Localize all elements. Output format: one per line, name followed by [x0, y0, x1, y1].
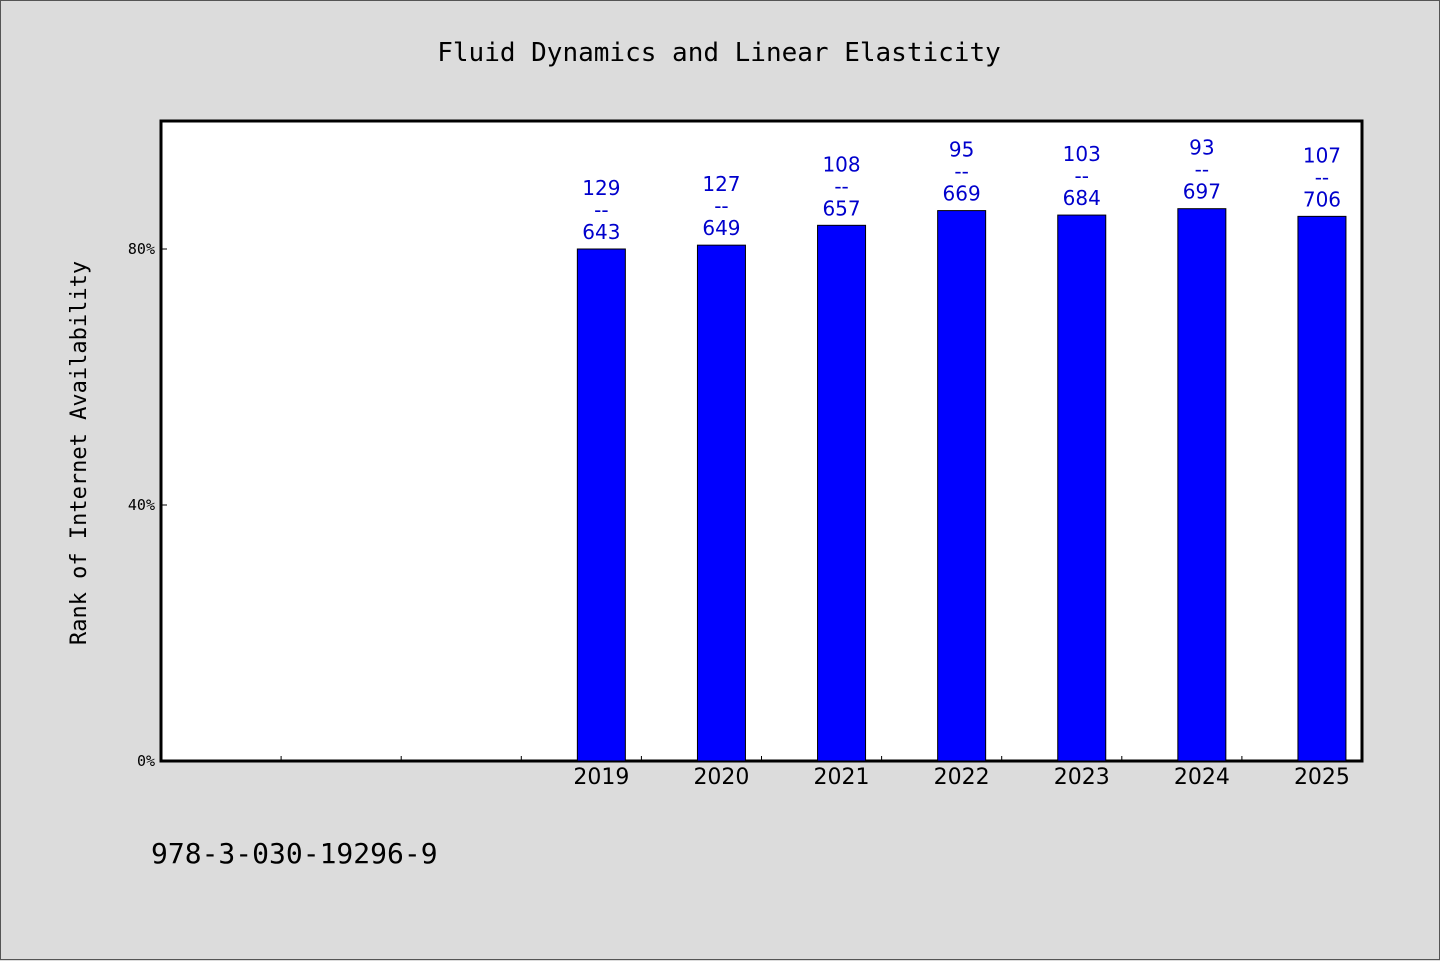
bar-data-label: 706	[1303, 187, 1341, 211]
bar-data-label: 127	[702, 172, 740, 196]
x-tick-label: 2020	[693, 765, 749, 790]
bar-data-label: --	[594, 198, 608, 222]
bar-data-label: 697	[1183, 180, 1221, 204]
footer-isbn: 978-3-030-19296-9	[151, 837, 438, 870]
x-tick-label: 2022	[934, 765, 990, 790]
bar-data-label: --	[714, 194, 728, 218]
bar-data-label: 103	[1063, 142, 1101, 166]
bar-data-label: --	[1195, 158, 1209, 182]
bar-data-label: 657	[822, 196, 860, 220]
bar-data-label: 108	[822, 152, 860, 176]
x-tick-labels: 2019 2020 2021 2022 2023 2024 2025	[573, 765, 1350, 790]
bar-data-label: --	[1075, 164, 1089, 188]
bar	[696, 244, 746, 762]
bar-data-label: 95	[949, 138, 974, 162]
y-tick-label: 80%	[128, 240, 155, 258]
bar-data-label: 107	[1303, 143, 1341, 167]
plot-area	[159, 119, 1364, 763]
y-axis-label: Rank of Internet Availability	[67, 261, 92, 645]
x-tick-label: 2025	[1294, 765, 1350, 790]
bar	[576, 248, 626, 762]
bar	[937, 210, 987, 762]
bars	[576, 208, 1347, 762]
bar-data-label: 129	[582, 176, 620, 200]
bar-data-label: 669	[943, 182, 981, 206]
bar	[1057, 214, 1107, 762]
y-tick-label: 0%	[137, 752, 155, 770]
bar-data-label: 649	[702, 216, 740, 240]
chart-title: Fluid Dynamics and Linear Elasticity	[437, 38, 1001, 68]
bar-data-label: --	[954, 160, 968, 184]
bar-data-label: --	[1315, 165, 1329, 189]
bar-labels: 129--643127--649108--65795--669103--6849…	[582, 136, 1341, 244]
y-tick-labels: 0% 40% 80%	[128, 240, 155, 770]
x-tick-label: 2019	[573, 765, 629, 790]
x-tick-label: 2023	[1054, 765, 1110, 790]
x-tick-label: 2024	[1174, 765, 1230, 790]
axis-ticks	[161, 248, 1243, 762]
bar-data-label: 643	[582, 220, 620, 244]
x-tick-label: 2021	[814, 765, 870, 790]
bar-data-label: 93	[1189, 136, 1214, 160]
bar	[817, 224, 867, 762]
bar-data-label: 684	[1063, 186, 1101, 210]
bar	[1177, 208, 1227, 762]
bar-data-label: --	[834, 174, 848, 198]
bar	[1297, 215, 1347, 762]
y-tick-label: 40%	[128, 496, 155, 514]
